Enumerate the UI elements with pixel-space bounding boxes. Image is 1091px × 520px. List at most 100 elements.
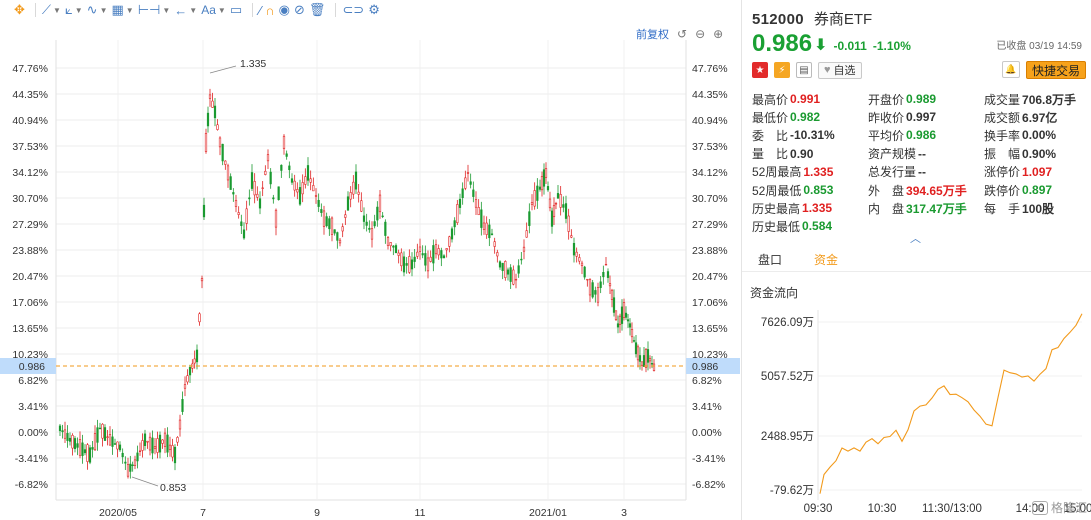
candle-up	[596, 287, 600, 303]
price-adjust-button[interactable]: 前复权	[636, 29, 669, 41]
candle-up	[314, 195, 318, 197]
text-tool-button[interactable]: Aa	[201, 3, 216, 17]
candle-up	[578, 257, 581, 262]
alert-bell-button[interactable]: 🔔	[1002, 61, 1020, 78]
tag-row: ★ ⚡ ▤ ♥ 自选 🔔 快捷交易	[752, 60, 1088, 80]
candle-up	[208, 94, 212, 99]
undo-icon[interactable]: ↺	[677, 27, 688, 41]
capital-flow-title: 资金流向	[750, 286, 799, 300]
candle-down	[258, 198, 262, 209]
wave-tool-icon[interactable]: ∿	[86, 2, 98, 17]
quote-row: 平均价 0.986	[868, 126, 936, 144]
quote-row: 换手率 0.00%	[984, 126, 1056, 144]
candle-down	[240, 221, 243, 226]
candle-up	[636, 346, 640, 361]
quote-value: 0.997	[906, 110, 937, 125]
y-axis-label-left: 17.06%	[12, 297, 48, 309]
candle-up	[416, 251, 419, 257]
hide-icon[interactable]: ⊘	[293, 2, 305, 17]
candle-down	[285, 153, 288, 157]
candle-down	[506, 269, 510, 275]
quote-label: 资产规模	[868, 147, 917, 162]
candle-down	[124, 461, 127, 464]
arrow-tool-icon[interactable]: ←	[174, 2, 188, 18]
candle-down	[509, 267, 512, 282]
candle-down	[572, 242, 576, 256]
trash-icon[interactable]: 🗑	[308, 2, 326, 17]
zoom-in-icon[interactable]: ⊕	[713, 27, 724, 41]
candle-down	[612, 297, 616, 313]
candle-up	[559, 194, 562, 208]
candle-down	[421, 253, 424, 256]
candle-up	[418, 246, 422, 252]
eye-icon[interactable]: ◉	[278, 2, 290, 17]
document-icon[interactable]: ▤	[796, 62, 812, 78]
text-tool-dropdown-icon[interactable]: ▼	[217, 5, 226, 15]
flow-y-label: 7626.09万	[761, 317, 814, 329]
calc-tool-dropdown-icon[interactable]: ▼	[125, 5, 134, 15]
candle-up	[622, 302, 626, 318]
tab-1[interactable]: 资金	[814, 253, 839, 267]
y-axis-label-left: 23.88%	[12, 245, 48, 257]
collapse-up-icon[interactable]: ︿	[910, 233, 921, 245]
wave-tool-dropdown-icon[interactable]: ▼	[99, 5, 108, 15]
line-tool-icon[interactable]: ⟋	[41, 2, 52, 17]
y-axis-label-left: 40.94%	[12, 115, 48, 127]
candle-up	[133, 459, 137, 466]
add-watchlist-button[interactable]: ♥ 自选	[818, 61, 862, 79]
candle-up	[548, 198, 552, 209]
candle-down	[453, 220, 456, 228]
channel-tool-icon[interactable]: ⟀	[64, 2, 73, 17]
zoom-out-icon[interactable]: ⊖	[695, 27, 706, 41]
quote-value: 6.97亿	[1022, 110, 1058, 125]
candle-up	[93, 433, 97, 451]
candle-down	[583, 266, 586, 278]
candle-up	[614, 310, 618, 320]
quick-trade-button[interactable]: 快捷交易	[1026, 61, 1087, 79]
candle-down	[392, 245, 395, 248]
candle-up	[245, 208, 248, 224]
capital-flow-line	[819, 313, 1083, 494]
quote-label: 成交额	[984, 110, 1021, 125]
heart-icon: ♥	[824, 64, 831, 76]
candle-up	[408, 256, 411, 273]
candle-down	[232, 192, 235, 195]
quote-value: 0.90%	[1022, 146, 1057, 161]
link-icon[interactable]: ⊂⊃	[342, 2, 365, 17]
candle-down	[166, 434, 169, 453]
candle-down	[373, 221, 376, 227]
candle-down	[490, 233, 494, 235]
candle-up	[126, 464, 130, 477]
ruler-icon[interactable]: ⁄	[259, 2, 262, 18]
y-axis-label-right: 0.00%	[692, 427, 722, 439]
candle-up	[116, 441, 119, 450]
y-axis-label-left: 34.12%	[12, 167, 48, 179]
candle-up	[86, 444, 89, 462]
crosshair-icon[interactable]: ✥	[14, 2, 25, 17]
quote-row: 委 比 -10.31%	[752, 126, 835, 144]
quote-value: 100股	[1022, 201, 1055, 216]
candle-down	[328, 218, 331, 230]
line-tool-dropdown-icon[interactable]: ▼	[53, 5, 61, 15]
kline-chart[interactable]: 47.76% 47.76% 44.35% 44.35% 40.94% 40.94% 37.5…	[0, 20, 740, 520]
china-flag-icon: ★	[752, 62, 768, 78]
tab-0[interactable]: 盘口	[758, 253, 783, 267]
candle-up	[570, 235, 573, 238]
candle-down	[277, 186, 280, 201]
candle-down	[158, 434, 162, 453]
magnet-icon[interactable]: ∩	[265, 2, 275, 18]
candle-up	[477, 207, 480, 216]
channel-tool-dropdown-icon[interactable]: ▼	[74, 5, 83, 15]
settings-icon[interactable]: ⚙	[368, 2, 380, 17]
calc-tool-icon[interactable]: ▦	[111, 2, 124, 17]
quote-label: 委 比	[752, 128, 789, 143]
y-axis-label-left: 30.70%	[12, 193, 48, 205]
range-tool-dropdown-icon[interactable]: ▼	[162, 5, 171, 15]
comment-icon[interactable]: ▭	[229, 2, 243, 17]
flow-x-label: 11:30/13:00	[922, 503, 982, 515]
candle-up	[357, 191, 360, 195]
flash-icon[interactable]: ⚡	[774, 62, 790, 78]
range-tool-icon[interactable]: ⊢⊣	[137, 2, 161, 17]
quote-label: 昨收价	[868, 110, 905, 125]
arrow-tool-dropdown-icon[interactable]: ▼	[189, 5, 198, 15]
